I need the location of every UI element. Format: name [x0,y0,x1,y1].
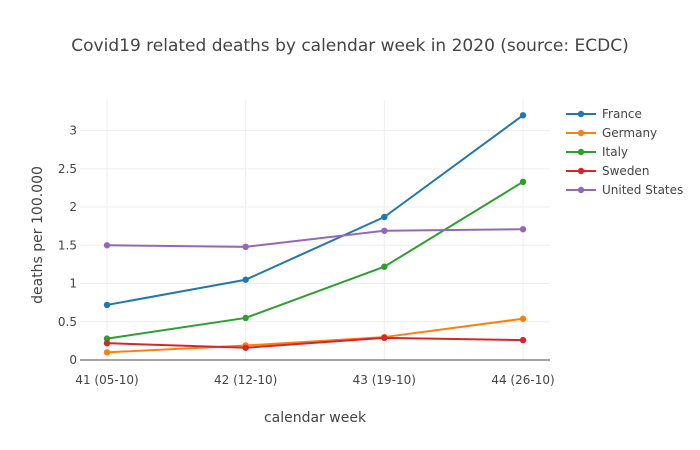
data-point-italy[interactable] [242,314,249,322]
legend-item-france[interactable]: France [566,107,642,121]
series-france [103,112,527,309]
x-tick-label: 43 (19-10) [353,373,416,387]
legend-label: United States [602,183,683,197]
data-point-italy[interactable] [519,178,527,186]
x-tick-label: 42 (12-10) [214,373,277,387]
y-tick-label: 2 [69,200,77,214]
data-point-sweden[interactable] [242,344,249,351]
data-point-united-states[interactable] [103,242,111,249]
data-point-germany[interactable] [103,349,111,356]
legend-item-united-states[interactable]: United States [566,183,683,197]
y-tick-label: 0.5 [58,315,77,329]
series-line-germany [106,317,524,354]
data-point-france[interactable] [381,213,388,221]
series-line-italy [106,180,524,340]
data-point-france[interactable] [519,112,527,119]
x-axis-title: calendar week [264,410,367,426]
legend-swatch-marker [577,167,585,175]
series-line-united-states [106,228,524,248]
data-point-italy[interactable] [381,263,388,270]
data-point-italy[interactable] [103,335,111,342]
series-line-france [106,114,524,306]
x-tick-label: 44 (26-10) [491,373,554,387]
data-point-sweden[interactable] [381,334,388,342]
y-tick-label: 0 [69,353,77,367]
y-axis-title: deaths per 100.000 [30,166,46,304]
legend-label: Sweden [602,164,649,178]
data-point-sweden[interactable] [103,339,111,347]
legend-swatch-marker [577,186,585,194]
series-line-sweden [106,336,524,349]
chart-title: Covid19 related deaths by calendar week … [71,36,628,56]
data-point-united-states[interactable] [242,243,249,251]
data-point-france[interactable] [103,301,111,309]
legend[interactable]: France Germany Italy Sweden United States [566,107,683,197]
series-sweden [103,334,527,351]
data-point-united-states[interactable] [519,226,527,233]
y-tick-label: 1.5 [58,238,77,252]
legend-swatch-marker [577,129,585,137]
legend-item-germany[interactable]: Germany [566,126,657,140]
axes: 0 0.5 1 1.5 2 2.5 3 41 (05-10) 42 (12-10) 43 (19-… [58,124,555,387]
y-tick-label: 1 [69,277,77,291]
legend-label: Italy [602,145,628,159]
data-point-germany[interactable] [519,315,527,322]
legend-label: France [602,107,642,121]
data-point-sweden[interactable] [519,336,527,344]
series-group [103,112,527,356]
series-italy [103,178,527,342]
x-tick-label: 41 (05-10) [75,373,138,387]
legend-item-italy[interactable]: Italy [566,145,628,159]
series-united-states [103,226,527,251]
legend-swatch-marker [577,148,585,156]
data-point-united-states[interactable] [381,227,388,234]
legend-label: Germany [602,126,657,140]
y-tick-label: 3 [69,124,77,138]
legend-item-sweden[interactable]: Sweden [566,164,649,178]
y-tick-label: 2.5 [58,162,77,176]
legend-swatch-marker [577,110,585,118]
data-point-france[interactable] [242,276,249,283]
